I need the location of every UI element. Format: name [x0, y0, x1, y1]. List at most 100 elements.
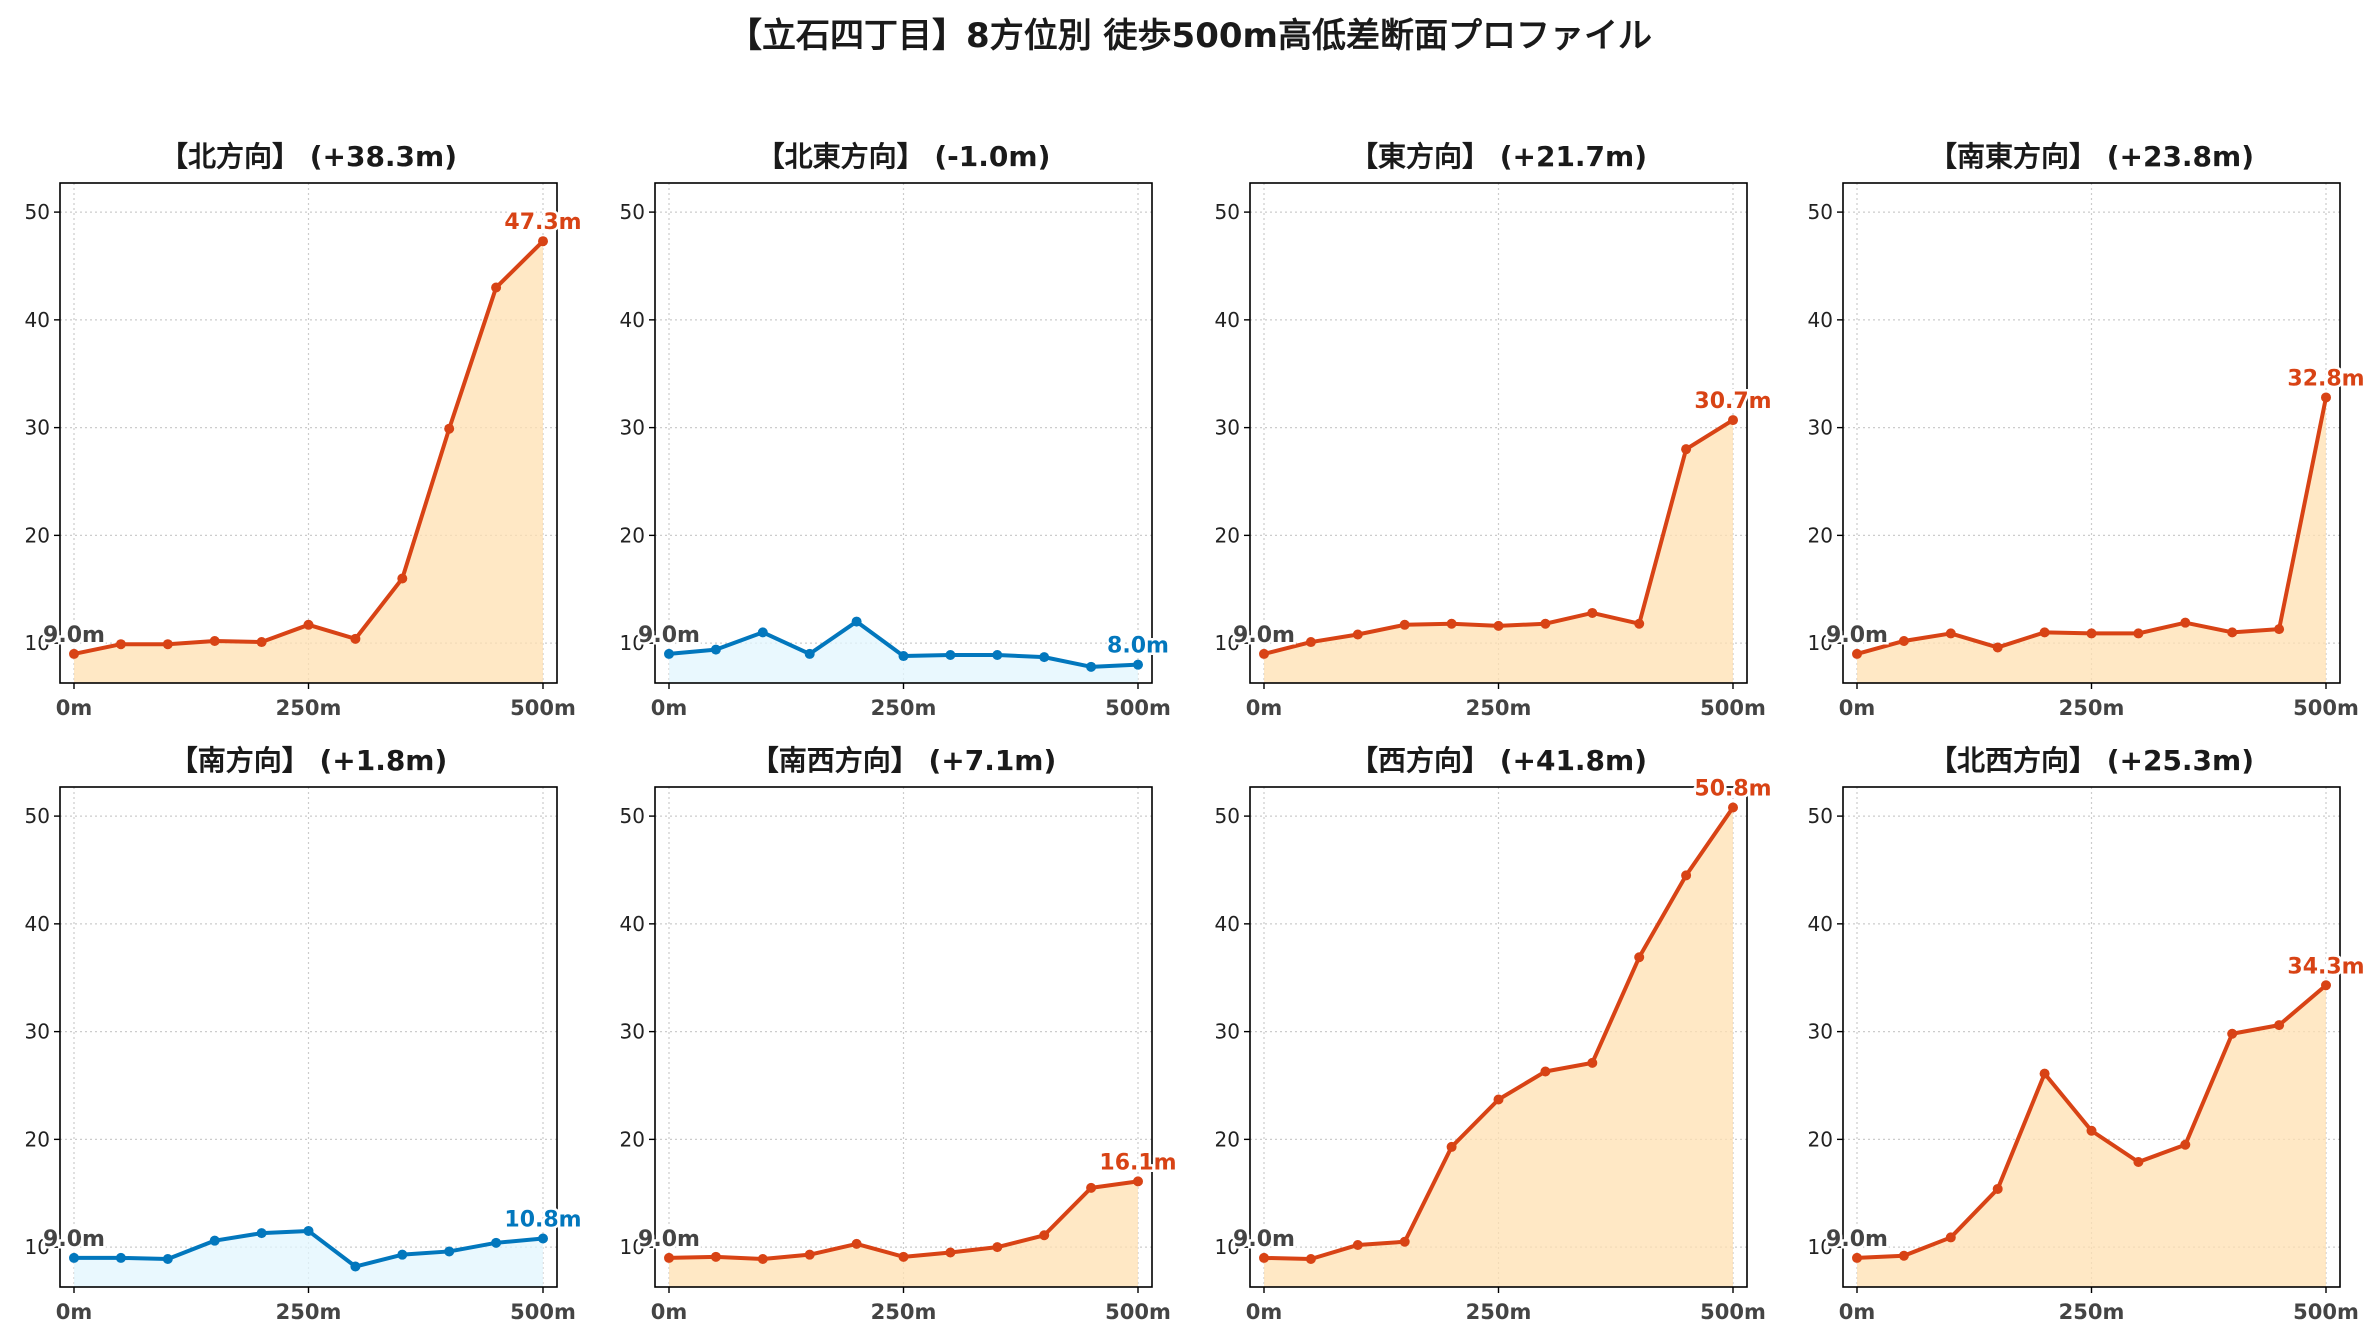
subplot-title: 【南東方向】 (+23.8m)	[1929, 140, 2254, 173]
data-point	[2133, 1157, 2144, 1167]
x-tick-label: 250m	[871, 1300, 937, 1324]
subplot-title: 【南方向】 (+1.8m)	[170, 744, 448, 777]
figure-title: 【立石四丁目】8方位別 徒歩500m高低差断面プロファイル	[728, 16, 1652, 56]
end-value-label: 32.8m	[2287, 366, 2364, 391]
x-tick-label: 250m	[276, 1300, 342, 1324]
end-value-label: 34.3m	[2287, 954, 2364, 979]
data-point	[1039, 652, 1050, 663]
y-tick-label: 30	[25, 1020, 50, 1044]
x-tick-label: 0m	[1246, 696, 1283, 720]
x-tick-label: 500m	[2293, 696, 2359, 720]
x-tick-label: 250m	[276, 696, 342, 720]
data-point	[209, 1235, 220, 1246]
y-tick-label: 50	[1215, 804, 1240, 828]
data-point	[491, 282, 502, 293]
subplot-title: 【東方向】 (+21.7m)	[1350, 140, 1647, 173]
data-point	[804, 648, 815, 659]
data-point	[538, 236, 548, 247]
y-tick-label: 10	[25, 1235, 50, 1259]
data-point	[1852, 1252, 1862, 1263]
data-point	[1587, 607, 1598, 618]
y-tick-label: 20	[1808, 1127, 1833, 1151]
x-tick-label: 500m	[2293, 1300, 2359, 1324]
data-point	[2133, 628, 2144, 639]
data-point	[2180, 1139, 2191, 1150]
data-point	[1634, 618, 1645, 629]
data-point	[710, 1251, 721, 1262]
data-point	[1540, 1066, 1551, 1077]
data-point	[992, 1242, 1003, 1253]
y-tick-label: 20	[25, 523, 50, 547]
y-tick-label: 20	[25, 1127, 50, 1151]
x-tick-label: 0m	[1839, 1300, 1876, 1324]
data-point	[1728, 802, 1738, 813]
data-point	[1259, 648, 1269, 659]
y-tick-label: 10	[1215, 631, 1240, 655]
data-point	[1587, 1057, 1598, 1068]
y-tick-label: 40	[620, 308, 645, 332]
data-point	[256, 637, 267, 648]
y-tick-label: 20	[1808, 523, 1833, 547]
data-point	[1634, 952, 1645, 963]
data-point	[256, 1228, 267, 1239]
area-fill	[1857, 985, 2326, 1287]
data-point	[1133, 1176, 1143, 1187]
x-tick-label: 500m	[1105, 696, 1171, 720]
start-value-label: 9.0m	[1826, 623, 1888, 648]
x-tick-label: 500m	[510, 1300, 576, 1324]
data-point	[2180, 617, 2191, 628]
y-tick-label: 10	[1215, 1235, 1240, 1259]
x-tick-label: 0m	[1839, 696, 1876, 720]
y-tick-label: 20	[620, 1127, 645, 1151]
data-point	[1133, 659, 1143, 670]
data-point	[1898, 1250, 1909, 1261]
end-value-label: 30.7m	[1694, 389, 1771, 414]
subplot-title: 【北西方向】 (+25.3m)	[1929, 744, 2254, 777]
x-tick-label: 500m	[1105, 1300, 1171, 1324]
area-fill	[74, 241, 543, 684]
data-point	[69, 648, 79, 659]
y-tick-label: 20	[1215, 1127, 1240, 1151]
data-point	[2227, 1028, 2238, 1039]
series-line	[1856, 397, 2328, 656]
y-tick-label: 30	[1808, 1020, 1833, 1044]
y-tick-label: 30	[1215, 1020, 1240, 1044]
y-tick-label: 10	[1808, 1235, 1833, 1259]
data-point	[69, 1252, 79, 1263]
y-tick-label: 50	[1215, 200, 1240, 224]
y-tick-label: 50	[620, 200, 645, 224]
data-point	[2321, 980, 2331, 991]
x-tick-label: 500m	[1700, 696, 1766, 720]
area-fill	[669, 1181, 1138, 1287]
x-tick-label: 250m	[1466, 696, 1532, 720]
x-tick-label: 0m	[56, 1300, 93, 1324]
start-value-label: 9.0m	[43, 623, 105, 648]
x-tick-label: 500m	[510, 696, 576, 720]
data-point	[1259, 1252, 1269, 1263]
x-tick-label: 500m	[1700, 1300, 1766, 1324]
subplot-title: 【南西方向】 (+7.1m)	[751, 744, 1057, 777]
data-point	[303, 619, 314, 630]
x-tick-label: 250m	[1466, 1300, 1532, 1324]
data-point	[1540, 618, 1551, 629]
x-tick-label: 250m	[2059, 696, 2125, 720]
data-point	[1852, 648, 1862, 659]
data-point	[2274, 624, 2285, 635]
data-point	[1305, 637, 1316, 648]
start-value-label: 9.0m	[1233, 1227, 1295, 1252]
data-point	[851, 616, 862, 627]
y-tick-label: 50	[25, 804, 50, 828]
data-point	[757, 627, 768, 638]
x-tick-label: 250m	[871, 696, 937, 720]
data-point	[710, 644, 721, 655]
y-tick-label: 40	[1808, 912, 1833, 936]
x-tick-label: 0m	[651, 696, 688, 720]
y-tick-label: 50	[1808, 804, 1833, 828]
data-point	[1399, 619, 1410, 630]
data-point	[1399, 1236, 1410, 1247]
y-tick-label: 40	[1215, 308, 1240, 332]
